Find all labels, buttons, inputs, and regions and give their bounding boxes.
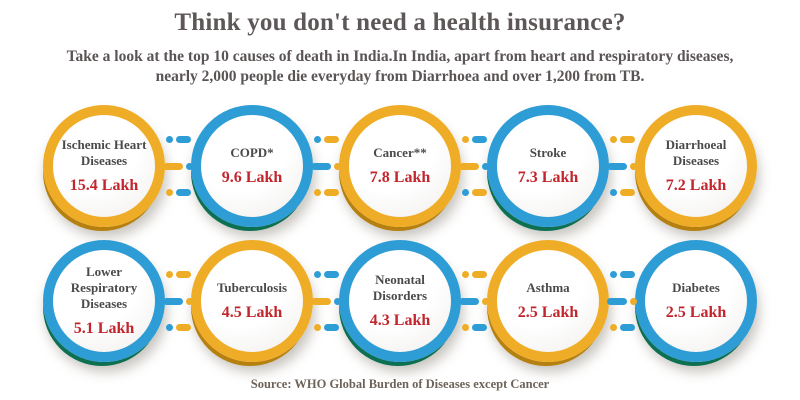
connector-dash	[175, 136, 191, 143]
connector-dash	[175, 271, 191, 278]
connector-dash	[471, 136, 487, 143]
connector-dash	[619, 189, 635, 196]
connector-dot	[165, 324, 173, 331]
connector-dot	[461, 271, 469, 278]
connector-dots-dashes	[311, 271, 341, 331]
cause-name: Ischemic Heart Diseases	[61, 136, 147, 168]
connector-dash	[459, 297, 479, 305]
connector-dash	[311, 297, 331, 305]
connector-dot	[482, 297, 489, 305]
connector-dash	[471, 271, 487, 278]
connector-dots-dashes	[459, 136, 489, 196]
connector-dot	[165, 136, 173, 143]
connector-dot	[313, 136, 321, 143]
connector-dash	[459, 162, 479, 170]
page-title: Think you don't need a health insurance?	[174, 9, 626, 36]
connector-dots-dashes	[459, 271, 489, 331]
connector-dash	[471, 324, 487, 331]
connector-dots-dashes	[607, 271, 637, 331]
cause-name: Lower Respiratory Diseases	[70, 263, 138, 312]
connector-dot	[186, 297, 193, 305]
connector-dot	[313, 324, 321, 331]
connector-dash	[619, 271, 635, 278]
connector-dot	[186, 162, 193, 170]
causes-row-2: Lower Respiratory Diseases 5.1 Lakh Tube…	[0, 240, 800, 362]
cause-value: 7.8 Lakh	[369, 169, 431, 187]
cause-name: COPD*	[230, 144, 274, 160]
cause-circle-stroke: Stroke 7.3 Lakh	[487, 105, 609, 227]
connector-dots-dashes	[311, 136, 341, 196]
connector-dash	[619, 324, 635, 331]
cause-name: Neonatal Disorders	[372, 271, 428, 303]
connector-dot	[461, 136, 469, 143]
cause-value: 9.6 Lakh	[221, 169, 283, 187]
cause-circle-copd: COPD* 9.6 Lakh	[191, 105, 313, 227]
connector-dash	[323, 271, 339, 278]
connector-dash	[163, 162, 183, 170]
connector-dash	[323, 136, 339, 143]
cause-value: 7.3 Lakh	[517, 169, 579, 187]
cause-circle-lower-respiratory-diseases: Lower Respiratory Diseases 5.1 Lakh	[43, 240, 165, 362]
cause-name: Cancer**	[373, 144, 427, 160]
connector-dash	[471, 189, 487, 196]
connector-dot	[609, 324, 617, 331]
connector-dash	[607, 162, 627, 170]
cause-circle-asthma: Asthma 2.5 Lakh	[487, 240, 609, 362]
connector-dot	[165, 271, 173, 278]
cause-circle-diabetes: Diabetes 2.5 Lakh	[635, 240, 757, 362]
connector-dash	[311, 162, 331, 170]
connector-dots-dashes	[607, 136, 637, 196]
connector-dash	[163, 297, 183, 305]
causes-row-1: Ischemic Heart Diseases 15.4 Lakh COPD* …	[0, 105, 800, 227]
connector-dot	[482, 162, 489, 170]
cause-value: 2.5 Lakh	[517, 304, 579, 322]
cause-circle-diarrhoeal-diseases: Diarrhoeal Diseases 7.2 Lakh	[635, 105, 757, 227]
connector-dot	[165, 189, 173, 196]
connector-dash	[175, 189, 191, 196]
connector-dot	[334, 162, 341, 170]
cause-name: Asthma	[526, 279, 570, 295]
page-subtitle: Take a look at the top 10 causes of deat…	[66, 48, 734, 86]
connector-dash	[175, 324, 191, 331]
connector-dot	[461, 189, 469, 196]
cause-value: 7.2 Lakh	[665, 177, 727, 195]
connector-dash	[619, 136, 635, 143]
connector-dots-dashes	[163, 271, 193, 331]
cause-name: Diabetes	[672, 279, 720, 295]
connector-dot	[313, 189, 321, 196]
cause-value: 4.5 Lakh	[221, 304, 283, 322]
connector-dot	[461, 324, 469, 331]
connector-dots-dashes	[163, 136, 193, 196]
source-note: Source: WHO Global Burden of Diseases ex…	[250, 377, 550, 391]
connector-dot	[334, 297, 341, 305]
cause-value: 5.1 Lakh	[73, 320, 135, 338]
connector-dot	[609, 136, 617, 143]
cause-name: Stroke	[529, 144, 567, 160]
connector-dash	[607, 297, 627, 305]
cause-value: 2.5 Lakh	[665, 304, 727, 322]
connector-dot	[313, 271, 321, 278]
cause-circle-ischemic-heart-diseases: Ischemic Heart Diseases 15.4 Lakh	[43, 105, 165, 227]
cause-name: Tuberculosis	[216, 279, 288, 295]
cause-name: Diarrhoeal Diseases	[665, 136, 727, 168]
connector-dash	[323, 324, 339, 331]
cause-value: 4.3 Lakh	[369, 312, 431, 330]
connector-dash	[323, 189, 339, 196]
connector-dot	[609, 189, 617, 196]
connector-dot	[609, 271, 617, 278]
connector-dot	[630, 162, 637, 170]
cause-circle-cancer: Cancer** 7.8 Lakh	[339, 105, 461, 227]
cause-value: 15.4 Lakh	[69, 177, 139, 195]
connector-dot	[630, 297, 637, 305]
cause-circle-neonatal-disorders: Neonatal Disorders 4.3 Lakh	[339, 240, 461, 362]
cause-circle-tuberculosis: Tuberculosis 4.5 Lakh	[191, 240, 313, 362]
